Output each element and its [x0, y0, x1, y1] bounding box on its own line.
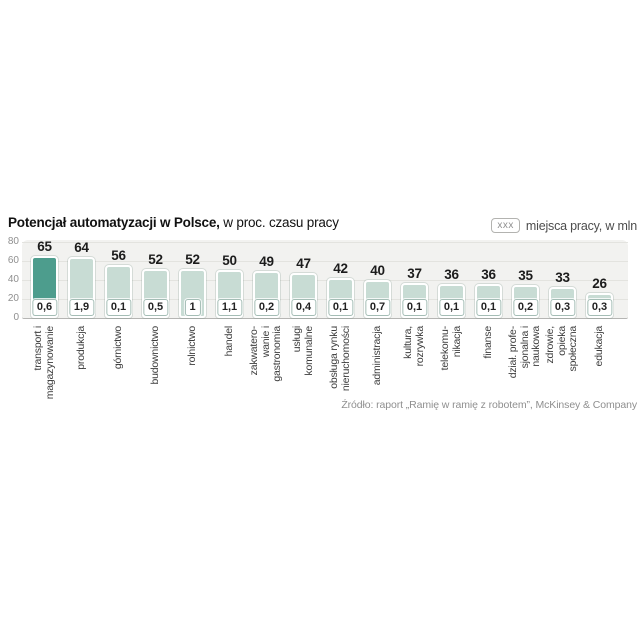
jobs-mln-badge: 0,1: [401, 299, 428, 316]
jobs-mln-badge: 0,1: [475, 299, 502, 316]
y-axis-tick-20: 20: [7, 293, 19, 304]
legend-key-badge: xxx: [491, 218, 520, 233]
category-label: transport i magazynowanie: [32, 326, 56, 400]
bar-value-label: 56: [111, 248, 126, 263]
category-label: produkcja: [74, 326, 87, 370]
bar-value-label: 33: [555, 270, 570, 285]
jobs-mln-badge: 0,6: [31, 299, 58, 316]
category-label: dział. profe- sjonalna i naukowa: [507, 326, 543, 379]
gridline-60: [22, 261, 628, 262]
jobs-mln-badge: 1: [184, 299, 201, 316]
bar-value-label: 36: [444, 267, 459, 282]
jobs-mln-badge: 0,2: [253, 299, 280, 316]
category-label: zakwatero- wanie i gastronomia: [248, 326, 284, 382]
jobs-mln-badge: 1,1: [216, 299, 243, 316]
chart-title-regular: w proc. czasu pracy: [219, 215, 339, 230]
y-axis-tick-40: 40: [7, 274, 19, 285]
gridline-40: [22, 280, 628, 281]
bar-value-label: 47: [296, 256, 311, 271]
jobs-mln-badge: 0,3: [549, 299, 576, 316]
category-label: edukacja: [592, 326, 605, 367]
y-axis-tick-60: 60: [7, 255, 19, 266]
category-label: zdrowie, opieka społeczna: [544, 326, 580, 372]
category-label: budownictwo: [148, 326, 161, 385]
category-label: kultura, rozrywka: [402, 326, 426, 367]
jobs-mln-badge: 0,5: [142, 299, 169, 316]
category-label: rolnictwo: [185, 326, 198, 366]
jobs-mln-badge: 0,2: [512, 299, 539, 316]
bar-value-label: 26: [592, 276, 607, 291]
jobs-mln-badge: 0,4: [290, 299, 317, 316]
gridline-20: [22, 299, 628, 300]
bar-value-label: 64: [74, 240, 89, 255]
category-label: usługi komunalne: [291, 326, 315, 376]
category-label: obsługa rynku nieruchomości: [328, 326, 352, 392]
jobs-mln-badge: 0,3: [586, 299, 613, 316]
y-axis-tick-0: 0: [13, 312, 19, 323]
category-label: górnictwo: [111, 326, 124, 370]
chart-title: Potencjał automatyzacji w Polsce, w proc…: [8, 215, 339, 230]
jobs-mln-badge: 0,1: [327, 299, 354, 316]
bar-value-label: 49: [259, 254, 274, 269]
bar-value-label: 52: [185, 252, 200, 267]
bar-value-label: 40: [370, 263, 385, 278]
jobs-mln-badge: 1,9: [68, 299, 95, 316]
bar-value-label: 36: [481, 267, 496, 282]
legend: xxx miejsca pracy, w mln: [491, 218, 637, 233]
gridline-80: [22, 242, 628, 243]
bar-value-label: 52: [148, 252, 163, 267]
bar-value-label: 65: [37, 239, 52, 254]
bar-value-label: 35: [518, 268, 533, 283]
category-label: finanse: [481, 326, 494, 359]
jobs-mln-badge: 0,1: [438, 299, 465, 316]
source-note: Źródło: raport „Ramię w ramię z robotem”…: [341, 399, 637, 411]
bar-value-label: 50: [222, 253, 237, 268]
jobs-mln-badge: 0,7: [364, 299, 391, 316]
category-label: administracja: [370, 326, 383, 386]
jobs-mln-badge: 0,1: [105, 299, 132, 316]
category-label: telekomu- nikacja: [439, 326, 463, 371]
y-axis-tick-80: 80: [7, 236, 19, 247]
bar-value-label: 37: [407, 266, 422, 281]
legend-label: miejsca pracy, w mln: [525, 218, 637, 233]
chart-title-bold: Potencjał automatyzacji w Polsce,: [8, 215, 220, 230]
bar-value-label: 42: [333, 261, 348, 276]
category-label: handel: [222, 326, 235, 357]
